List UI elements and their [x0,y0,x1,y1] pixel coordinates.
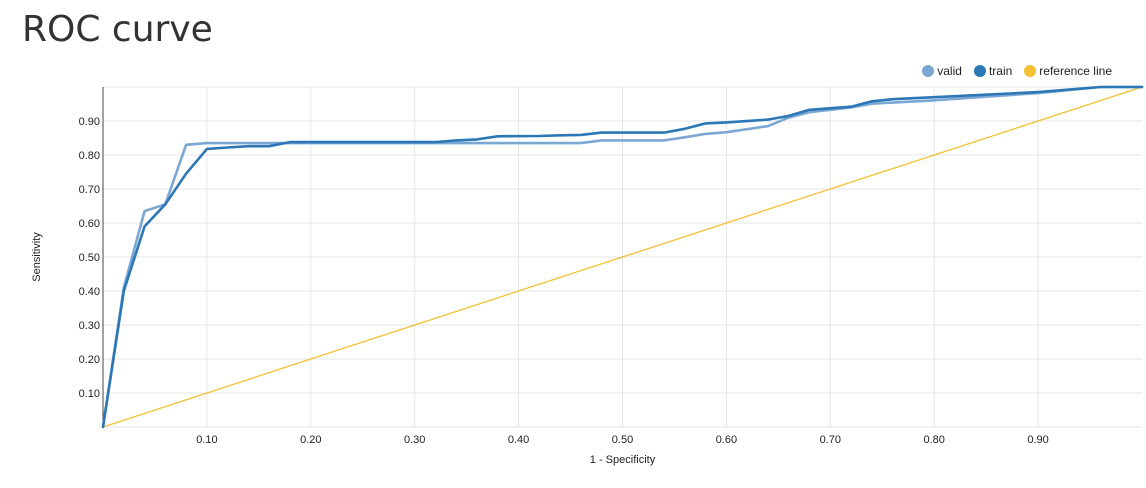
y-tick-label: 0.20 [79,354,100,366]
x-tick-label: 0.20 [300,434,321,446]
chart-grid [103,86,1142,427]
y-tick-label: 0.60 [79,218,100,230]
y-tick-label: 0.10 [79,388,100,400]
legend-swatch-valid [922,65,935,77]
legend-item-train[interactable]: train [973,64,1013,78]
y-tick-label: 0.70 [79,184,100,196]
x-axis-title: 1 - Specificity [590,454,656,466]
chart-ticks: 0.10 0.20 0.30 0.40 0.50 0.60 0.70 0.80 0.90 0.10… [79,116,1049,446]
y-tick-label: 0.50 [79,252,100,264]
legend-swatch-reference-line [1024,65,1037,77]
x-tick-label: 0.30 [404,434,425,446]
series-line-train [101,85,1144,429]
legend-label-valid: valid [937,64,962,78]
chart-legend: valid train reference line [922,64,1112,78]
y-axis-title: Sensitivity [31,232,43,282]
y-tick-label: 0.30 [79,320,100,332]
series-line-reference-line [102,86,1143,428]
x-tick-label: 0.40 [508,434,529,446]
chart-axes [102,87,1142,428]
y-tick-label: 0.90 [79,116,100,128]
x-tick-label: 0.10 [196,434,217,446]
x-tick-label: 0.70 [820,434,841,446]
legend-swatch-train [973,65,986,77]
legend-label-train: train [988,64,1013,78]
chart-series [101,85,1144,429]
legend-item-reference-line[interactable]: reference line [1024,64,1112,78]
x-tick-label: 0.90 [1027,434,1048,446]
x-tick-label: 0.60 [716,434,737,446]
x-tick-label: 0.80 [923,434,944,446]
y-tick-label: 0.80 [79,150,100,162]
page-title: ROC curve [22,9,213,50]
legend-item-valid[interactable]: valid [922,64,962,78]
legend-label-reference-line: reference line [1039,64,1112,78]
y-tick-label: 0.40 [79,286,100,298]
series-line-valid [101,85,1144,429]
x-tick-label: 0.50 [612,434,633,446]
